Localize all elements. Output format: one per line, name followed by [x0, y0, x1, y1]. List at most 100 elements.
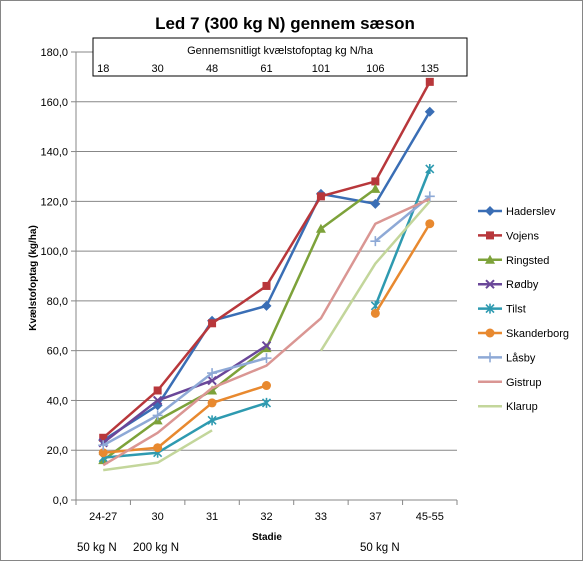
x-tick-label: 45-55 — [416, 511, 444, 523]
series-klarup — [103, 200, 431, 472]
x-tick-label: 30 — [152, 511, 164, 523]
data-point — [371, 177, 380, 186]
data-point — [424, 106, 435, 117]
data-point — [208, 319, 217, 328]
y-tick-label: 0,0 — [53, 495, 68, 507]
legend-item: Vojens — [478, 230, 540, 242]
data-point — [315, 223, 326, 233]
data-point — [98, 440, 109, 451]
series-line — [374, 168, 431, 307]
data-point — [262, 281, 271, 290]
data-point — [207, 375, 217, 386]
info-box-value: 106 — [366, 63, 384, 75]
data-point — [261, 397, 272, 408]
x-tick-label: 32 — [260, 511, 272, 523]
series-tilst — [98, 163, 435, 463]
legend-label: Rødby — [506, 279, 539, 291]
data-point — [207, 415, 217, 426]
legend-label: Skanderborg — [506, 328, 569, 340]
info-box-value: 101 — [312, 63, 330, 75]
legend: Haderslev Vojens Ringsted Rødby Tilst Skander… — [478, 206, 569, 413]
info-box-value: 18 — [97, 63, 109, 75]
series-line — [103, 401, 267, 459]
data-point — [261, 300, 272, 311]
data-point — [425, 219, 435, 229]
data-point — [486, 231, 494, 240]
y-tick-label: 160,0 — [40, 97, 68, 109]
note-200kg: 200 kg N — [133, 542, 179, 554]
data-point — [207, 368, 218, 379]
y-tick-label: 60,0 — [47, 346, 68, 358]
legend-item: Tilst — [478, 303, 526, 316]
data-point — [261, 343, 272, 353]
legend-label: Tilst — [506, 304, 526, 316]
data-point — [425, 77, 434, 86]
note-50kg-second: 50 kg N — [360, 542, 400, 554]
data-point — [370, 198, 381, 209]
legend-item: Låsby — [478, 352, 536, 364]
legend-label: Ringsted — [506, 255, 549, 267]
y-tick-label: 40,0 — [47, 395, 68, 407]
info-box-frame — [92, 37, 468, 77]
data-point — [485, 279, 495, 289]
info-box-value: 48 — [206, 63, 218, 75]
data-point — [153, 386, 162, 395]
series-layer — [98, 77, 435, 472]
legend-item: Klarup — [478, 401, 538, 413]
legend-label: Gistrup — [506, 377, 541, 389]
x-tick-label: 31 — [206, 511, 218, 523]
y-axis-title: Kvælstofoptag (kg/ha) — [28, 225, 39, 331]
y-tick-label: 80,0 — [47, 296, 68, 308]
data-point — [485, 254, 495, 264]
y-tick-label: 20,0 — [47, 445, 68, 457]
data-point — [262, 381, 271, 391]
info-box-value: 61 — [260, 63, 272, 75]
bottom-notes: 50 kg N 200 kg N 50 kg N — [77, 542, 400, 554]
x-tick-label: 37 — [369, 511, 381, 523]
y-tick-label: 120,0 — [40, 196, 68, 208]
legend-item: Haderslev — [478, 206, 556, 218]
legend-item: Rødby — [478, 279, 539, 291]
data-point — [261, 340, 272, 351]
legend-label: Klarup — [506, 401, 538, 413]
series-line — [102, 187, 377, 462]
data-point — [485, 303, 495, 314]
legend-label: Haderslev — [506, 206, 556, 218]
info-box-title: Gennemsnitligt kvælstofoptag kg N/ha — [187, 45, 374, 57]
series-line — [102, 197, 431, 467]
data-point — [98, 448, 108, 458]
x-axis-title: Stadie — [252, 532, 282, 543]
data-point — [370, 236, 381, 247]
info-box-value: 30 — [152, 63, 164, 75]
legend-item: Gistrup — [478, 377, 541, 389]
data-point — [207, 398, 217, 408]
data-point — [425, 163, 435, 174]
series-line — [102, 356, 267, 447]
axes-layer: 0,0 20,0 40,0 60,0 80,0 100,0 120,0 140,0 160,0 1… — [40, 47, 458, 523]
series-line — [319, 200, 431, 352]
legend-item: Ringsted — [478, 255, 549, 267]
series-vojens — [99, 77, 434, 442]
info-box-value: 135 — [421, 63, 439, 75]
data-point — [485, 352, 495, 363]
series-line — [102, 344, 268, 444]
legend-item: Skanderborg — [478, 328, 569, 340]
y-tick-label: 180,0 — [40, 47, 68, 59]
data-point — [261, 353, 272, 364]
data-point — [485, 328, 495, 338]
data-point — [370, 183, 381, 193]
legend-label: Vojens — [506, 230, 540, 242]
data-point — [207, 385, 218, 395]
x-tick-label: 24-27 — [89, 511, 117, 523]
series-line — [103, 429, 213, 472]
series-rødby — [98, 340, 272, 448]
data-point — [99, 433, 108, 442]
data-point — [152, 410, 163, 421]
y-tick-label: 100,0 — [40, 246, 68, 258]
note-50kg-first: 50 kg N — [77, 542, 117, 554]
data-point — [152, 395, 163, 406]
data-point — [370, 308, 380, 318]
series-gistrup — [102, 197, 431, 467]
